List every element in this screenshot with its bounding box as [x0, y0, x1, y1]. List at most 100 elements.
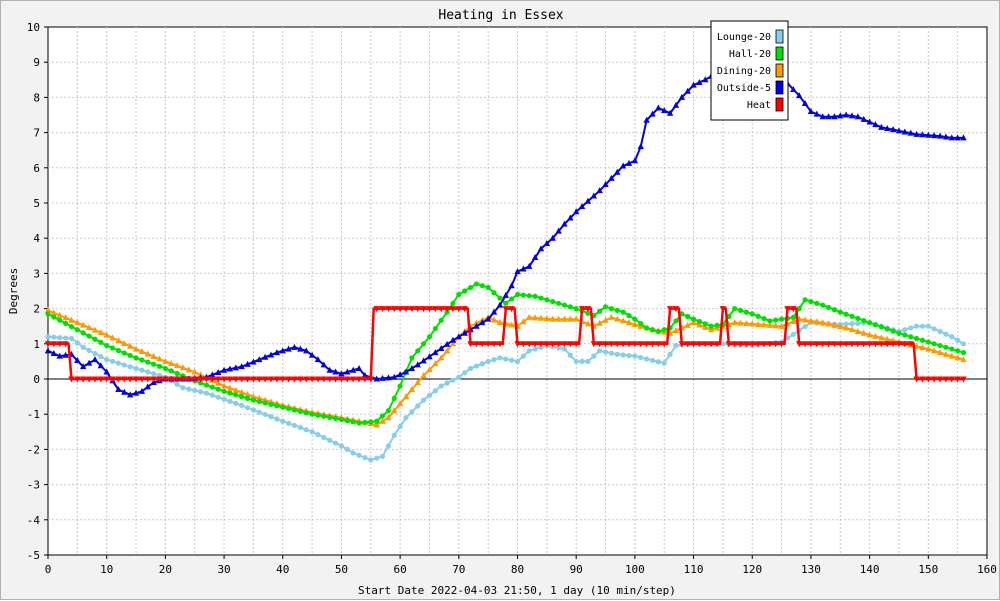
- data-point: [949, 346, 955, 352]
- data-point: [608, 313, 615, 320]
- data-point: [104, 357, 110, 363]
- data-point: [443, 306, 451, 313]
- data-point: [872, 322, 879, 328]
- data-point: [555, 345, 562, 351]
- data-point: [531, 341, 539, 348]
- data-point: [109, 376, 116, 383]
- data-point: [86, 333, 92, 339]
- legend-box: [710, 20, 789, 121]
- data-point: [450, 377, 456, 383]
- data-point: [848, 341, 856, 348]
- data-point: [608, 341, 615, 348]
- data-point: [92, 336, 98, 342]
- data-point: [807, 341, 815, 348]
- data-point: [955, 337, 961, 343]
- data-point: [462, 370, 468, 376]
- data-point: [256, 356, 263, 363]
- data-point: [391, 407, 398, 414]
- data-point: [138, 348, 146, 355]
- data-point: [479, 319, 486, 326]
- legend-label: Hall-20: [729, 49, 771, 60]
- data-point: [484, 315, 492, 322]
- data-point: [919, 131, 926, 138]
- data-point: [262, 400, 268, 406]
- data-point: [672, 101, 680, 108]
- data-point: [490, 308, 498, 315]
- data-point: [820, 302, 826, 308]
- data-point: [209, 371, 216, 378]
- data-point: [238, 388, 245, 395]
- data-point: [438, 354, 445, 361]
- data-point: [520, 265, 527, 272]
- data-point: [509, 357, 515, 363]
- data-point: [655, 359, 661, 365]
- data-point: [250, 397, 257, 403]
- chart-title: Heating in Essex: [438, 8, 563, 23]
- data-point: [537, 245, 545, 252]
- data-point: [115, 347, 122, 354]
- data-point: [936, 132, 944, 139]
- y-axis-label: Degrees: [7, 268, 20, 314]
- data-point: [503, 356, 509, 362]
- data-point: [584, 197, 592, 204]
- data-point: [274, 416, 280, 422]
- data-point: [948, 352, 955, 359]
- data-point: [638, 320, 644, 327]
- data-point: [749, 311, 755, 317]
- data-point: [144, 376, 151, 383]
- data-point: [126, 391, 134, 398]
- data-point: [103, 331, 110, 338]
- data-point: [937, 328, 943, 335]
- data-point: [550, 298, 556, 305]
- data-point: [192, 387, 198, 394]
- data-point: [760, 341, 768, 348]
- x-tick-label: 10: [100, 563, 113, 576]
- data-point: [632, 316, 638, 322]
- data-point: [954, 134, 961, 141]
- data-point: [379, 453, 386, 460]
- data-point: [368, 457, 374, 463]
- data-point: [349, 376, 357, 383]
- data-point: [637, 143, 644, 150]
- data-point: [127, 352, 133, 359]
- data-point: [919, 376, 926, 383]
- data-point: [567, 304, 573, 310]
- data-point: [543, 341, 551, 348]
- data-point: [44, 306, 52, 313]
- data-point: [960, 341, 967, 347]
- data-point: [725, 341, 732, 348]
- data-point: [843, 311, 849, 317]
- data-point: [226, 384, 234, 391]
- data-point: [614, 315, 621, 322]
- data-point: [391, 306, 398, 313]
- data-point: [491, 290, 497, 296]
- data-point: [250, 393, 257, 400]
- data-point: [197, 371, 204, 378]
- data-point: [115, 386, 122, 393]
- data-point: [97, 362, 105, 369]
- data-point: [661, 327, 667, 333]
- data-point: [250, 407, 257, 413]
- data-point: [338, 370, 345, 377]
- data-point: [174, 370, 180, 376]
- data-point: [197, 380, 204, 386]
- data-point: [843, 321, 849, 327]
- data-point: [907, 129, 914, 136]
- data-point: [936, 376, 944, 383]
- data-point: [690, 319, 697, 326]
- data-point: [849, 321, 855, 327]
- data-point: [790, 331, 796, 337]
- data-point: [625, 319, 633, 326]
- data-point: [221, 396, 227, 402]
- data-point: [397, 383, 403, 389]
- data-point: [214, 369, 222, 376]
- data-point: [391, 373, 398, 380]
- data-point: [291, 407, 298, 413]
- data-point: [467, 284, 474, 291]
- data-point: [121, 388, 128, 395]
- data-point: [731, 319, 738, 326]
- data-point: [80, 363, 87, 370]
- x-tick-label: 80: [511, 563, 524, 576]
- data-point: [925, 376, 932, 383]
